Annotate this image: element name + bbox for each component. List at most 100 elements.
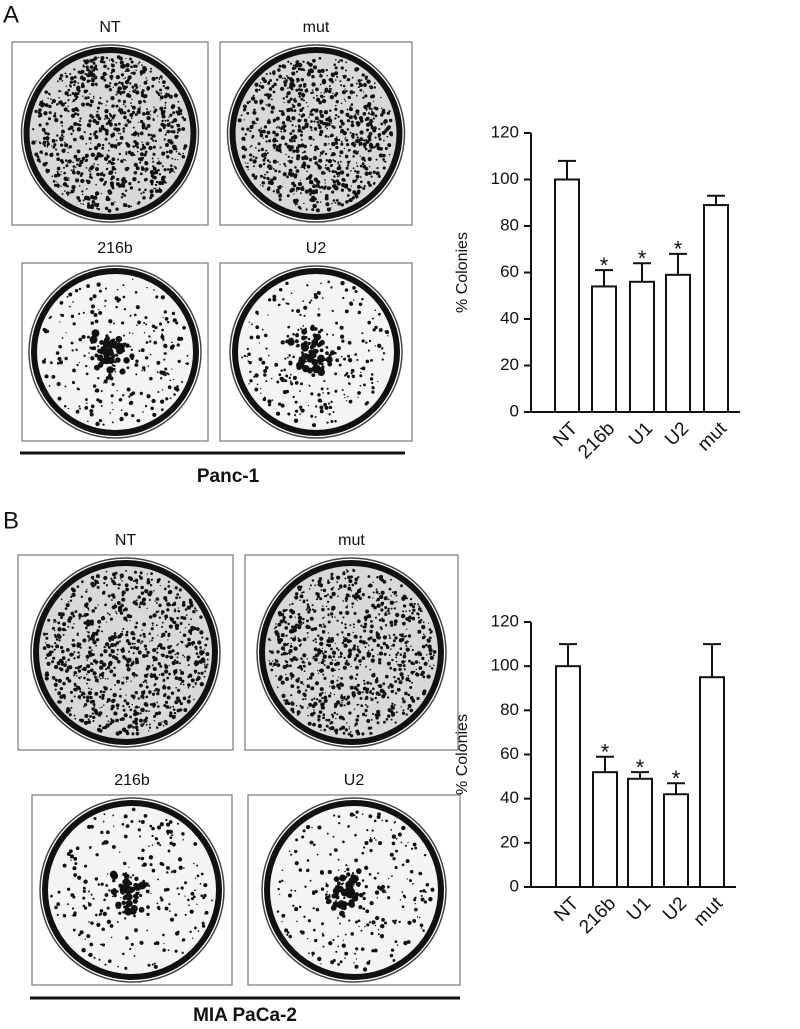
colony	[371, 110, 373, 112]
colony	[36, 140, 37, 141]
colony	[368, 112, 370, 114]
colony	[192, 629, 194, 631]
colony	[79, 120, 81, 122]
colony	[308, 722, 312, 726]
colony	[194, 660, 196, 662]
colony	[203, 883, 207, 887]
colony	[381, 605, 383, 607]
colony	[115, 357, 121, 363]
colony	[393, 668, 397, 672]
colony	[269, 660, 270, 661]
colony	[325, 126, 327, 128]
colony	[74, 684, 77, 687]
colony	[158, 160, 160, 162]
colony	[135, 706, 138, 709]
colony	[352, 872, 354, 874]
colony	[398, 921, 400, 923]
colony	[255, 325, 259, 329]
colony	[332, 310, 334, 312]
colony	[273, 168, 275, 170]
colony	[279, 638, 283, 642]
colony	[71, 587, 74, 590]
colony	[64, 148, 66, 150]
colony	[355, 109, 359, 113]
colony	[149, 693, 150, 694]
colony	[372, 129, 376, 133]
colony	[309, 301, 311, 303]
colony	[87, 660, 88, 661]
bar	[704, 205, 728, 412]
colony	[58, 97, 60, 99]
colony	[328, 620, 331, 623]
colony	[277, 910, 279, 912]
colony	[317, 313, 320, 316]
colony	[138, 350, 140, 352]
y-tick-label: 120	[491, 122, 519, 141]
colony	[161, 626, 163, 628]
colony	[329, 170, 331, 172]
colony	[332, 334, 334, 336]
colony	[163, 359, 165, 361]
colony	[303, 600, 306, 603]
colony	[325, 595, 327, 597]
colony	[289, 604, 291, 606]
colony	[121, 631, 123, 633]
colony	[172, 656, 174, 658]
colony	[376, 631, 378, 633]
colony	[167, 119, 169, 121]
colony	[310, 672, 314, 676]
colony	[131, 588, 133, 590]
colony	[202, 660, 205, 663]
colony	[130, 152, 134, 156]
colony	[99, 665, 103, 669]
colony	[45, 674, 48, 677]
colony	[165, 618, 167, 620]
colony	[318, 166, 322, 170]
colony	[330, 680, 334, 684]
colony	[170, 645, 172, 647]
colony	[119, 640, 121, 642]
colony	[117, 966, 119, 968]
colony	[323, 655, 327, 659]
colony	[304, 119, 308, 123]
colony	[162, 80, 166, 84]
colony	[121, 193, 124, 196]
colony	[286, 390, 289, 393]
colony	[132, 333, 133, 334]
colony	[88, 640, 90, 642]
colony	[77, 632, 79, 634]
colony	[164, 669, 168, 673]
colony	[380, 122, 383, 125]
colony	[86, 372, 89, 375]
colony	[302, 653, 306, 657]
colony	[300, 167, 301, 168]
colony	[333, 184, 337, 188]
colony	[70, 76, 74, 80]
colony	[96, 282, 100, 286]
colony	[361, 298, 363, 300]
colony	[296, 71, 298, 73]
colony	[331, 170, 334, 173]
colony	[348, 919, 350, 921]
colony	[85, 59, 89, 63]
colony	[278, 126, 281, 129]
colony	[373, 182, 376, 185]
colony	[46, 170, 50, 174]
colony	[88, 631, 90, 633]
colony	[125, 583, 129, 587]
colony	[244, 140, 245, 141]
colony	[408, 634, 411, 637]
colony	[132, 874, 134, 876]
colony	[384, 922, 387, 925]
colony	[52, 627, 55, 630]
colony	[300, 594, 304, 598]
colony	[322, 934, 325, 937]
colony	[323, 172, 326, 175]
colony	[128, 396, 130, 398]
colony	[394, 619, 398, 623]
colony	[98, 101, 101, 104]
colony	[66, 191, 69, 194]
colony	[211, 899, 213, 901]
colony	[102, 423, 104, 425]
colony	[97, 620, 101, 624]
